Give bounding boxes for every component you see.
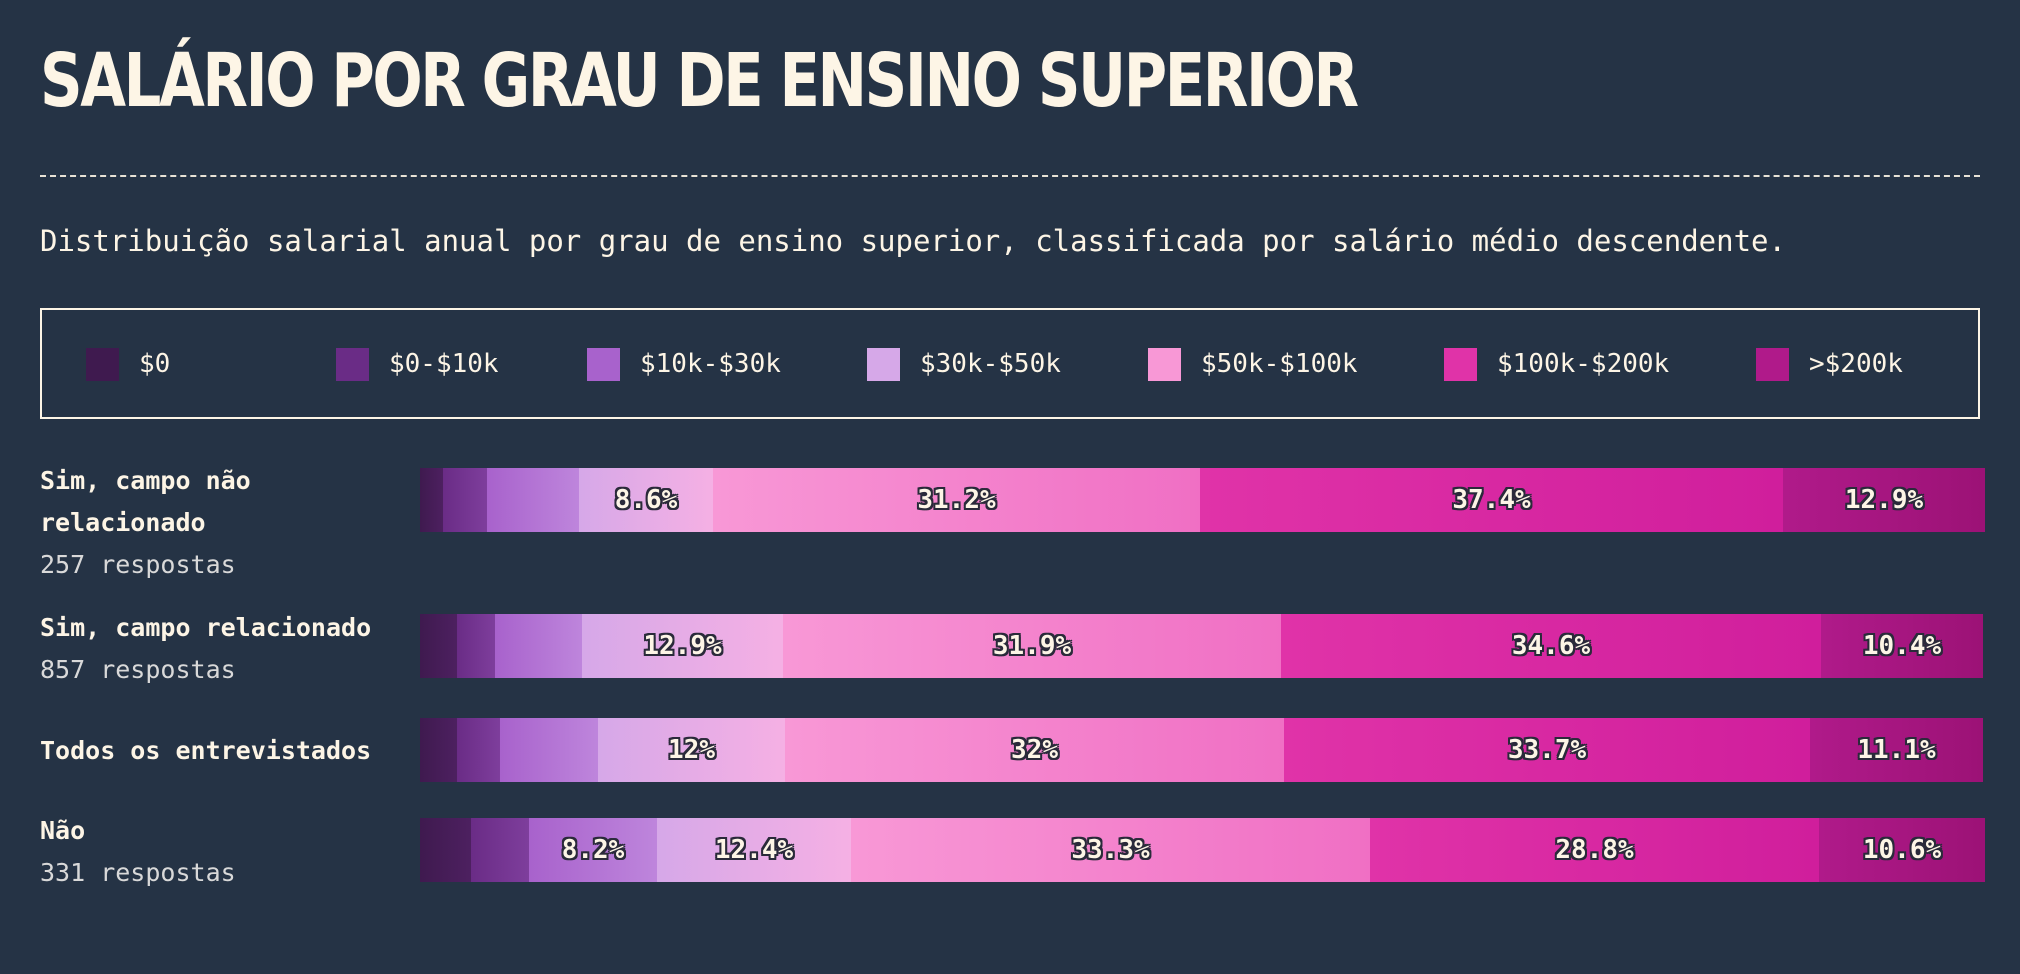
chart-subtitle: Distribuição salarial anual por grau de … (40, 224, 1786, 258)
row-label: Sim, campo relacionado 857 respostas (40, 607, 420, 691)
row-count: 331 respostas (40, 858, 236, 887)
legend-item: $50k-$100k (1148, 347, 1358, 381)
stacked-bar: 12% 32% 33.7% 11.1% (420, 718, 1983, 782)
title-divider (40, 175, 1980, 177)
bar-segment (457, 614, 495, 678)
bar-segment (851, 818, 1370, 882)
legend-swatch (86, 347, 119, 381)
bar-segment (1821, 614, 1983, 678)
stacked-bar: 12.9% 31.9% 34.6% 10.4% (420, 614, 1983, 678)
row-count: 257 respostas (40, 550, 236, 579)
bar-segment (1819, 818, 1985, 882)
legend-swatch (336, 347, 369, 381)
stacked-bar: 8.2% 12.4% 33.3% 28.8% 10.6% (420, 818, 1985, 882)
legend-swatch (1444, 347, 1477, 381)
row-name: Sim, campo não relacionado (40, 466, 251, 537)
data-label: 32% (1011, 735, 1058, 765)
legend-label: $0 (139, 349, 171, 379)
row-label: Sim, campo não relacionado 257 respostas (40, 460, 420, 586)
bar-segment (1200, 468, 1783, 532)
bar-segment (1284, 718, 1810, 782)
data-label: 37.4% (1452, 485, 1531, 515)
row-count: 857 respostas (40, 655, 236, 684)
legend-item: $30k-$50k (867, 347, 1061, 381)
legend-swatch (867, 347, 900, 381)
legend-swatch (1148, 347, 1181, 381)
data-label: 33.3% (1071, 835, 1150, 865)
data-label: 12.9% (1844, 485, 1924, 515)
bar-segment (420, 818, 471, 882)
bar-segment (657, 818, 851, 882)
stacked-bar: 8.6% 31.2% 37.4% 12.9% (420, 468, 1985, 532)
bar-segment (500, 718, 598, 782)
bar-segment (783, 614, 1281, 678)
data-label: 12.4% (714, 835, 794, 865)
bar-segment (579, 468, 713, 532)
data-label: 8.2% (561, 835, 625, 865)
data-label: 28.8% (1555, 835, 1634, 865)
bar-segment (420, 718, 457, 782)
row-label: Não 331 respostas (40, 810, 420, 894)
legend-label: $10k-$30k (640, 349, 781, 379)
bar-segment (420, 468, 443, 532)
legend-label: $100k-$200k (1497, 349, 1670, 379)
chart-title: SALÁRIO POR GRAU DE ENSINO SUPERIOR (40, 38, 1359, 124)
legend-item: $0 (86, 347, 171, 381)
legend: $0 $0-$10k $10k-$30k $30k-$50k $50k-$100… (40, 308, 1980, 419)
data-label: 10.4% (1862, 631, 1942, 661)
bar-segment (1370, 818, 1819, 882)
bar-segment (713, 468, 1200, 532)
data-label: 31.9% (992, 631, 1072, 661)
legend-label: >$200k (1809, 349, 1903, 379)
legend-item: $100k-$200k (1444, 347, 1670, 381)
legend-label: $0-$10k (389, 349, 499, 379)
bar-segment (420, 614, 457, 678)
legend-item: $0-$10k (336, 347, 499, 381)
data-label: 33.7% (1507, 735, 1587, 765)
bar-segment (529, 818, 657, 882)
row-label: Todos os entrevistados (40, 730, 420, 772)
bar-segment (457, 718, 500, 782)
data-label: 12% (668, 735, 715, 765)
row-name: Não (40, 816, 86, 845)
data-label: 11.1% (1857, 735, 1936, 765)
row-name: Todos os entrevistados (40, 736, 372, 765)
bar-segment (443, 468, 487, 532)
legend-item: $10k-$30k (587, 347, 781, 381)
bar-segment (785, 718, 1284, 782)
legend-item: >$200k (1756, 347, 1903, 381)
bar-segment (1810, 718, 1983, 782)
legend-label: $30k-$50k (920, 349, 1061, 379)
data-label: 10.6% (1862, 835, 1942, 865)
data-label: 12.9% (643, 631, 722, 661)
data-label: 31.2% (917, 485, 996, 515)
legend-label: $50k-$100k (1201, 349, 1358, 379)
bar-segment (487, 468, 579, 532)
bar-segment (1281, 614, 1821, 678)
legend-swatch (1756, 347, 1789, 381)
bar-segment (598, 718, 785, 782)
bar-segment (1783, 468, 1985, 532)
bar-segment (471, 818, 529, 882)
bar-segment (495, 614, 582, 678)
row-name: Sim, campo relacionado (40, 613, 372, 642)
data-label: 8.6% (614, 485, 678, 515)
bar-segment (582, 614, 783, 678)
data-label: 34.6% (1511, 631, 1591, 661)
legend-swatch (587, 347, 620, 381)
